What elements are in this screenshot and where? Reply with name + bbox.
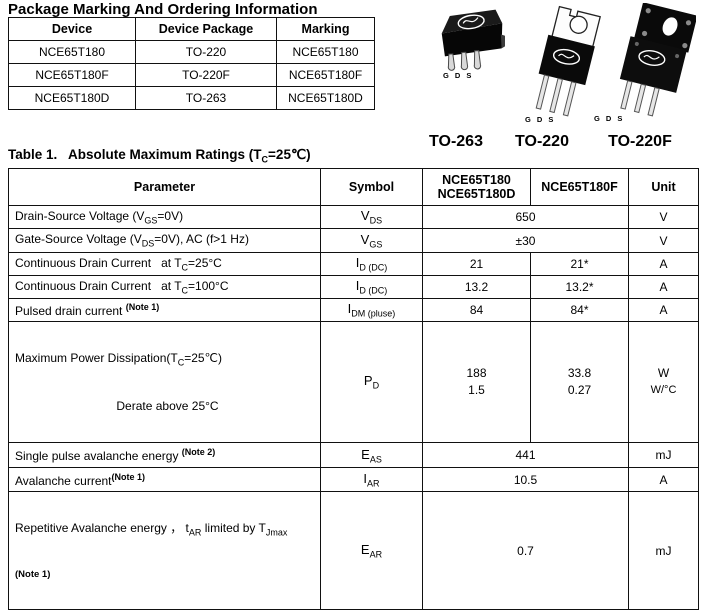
row-eas: Single pulse avalanche energy (Note 2) E… xyxy=(8,442,699,469)
param-cell: Avalanche current(Note 1) xyxy=(8,467,321,493)
header-device-b: NCE65T180F xyxy=(530,168,629,206)
unit-cell: A xyxy=(628,275,699,299)
ordering-header-marking: Marking xyxy=(276,17,375,41)
ordering-header-row: Device Device Package Marking xyxy=(8,17,375,41)
row-id-25c: Continuous Drain Current at TC=25°C ID (… xyxy=(8,252,699,276)
device-cell: NCE65T180D xyxy=(8,86,136,110)
symbol-cell: EAS xyxy=(320,442,423,469)
row-vds: Drain-Source Voltage (VGS=0V) VDS 650 V xyxy=(8,205,699,229)
row-iar: Avalanche current(Note 1) IAR 10.5 A xyxy=(8,467,699,493)
param-cell: Single pulse avalanche energy (Note 2) xyxy=(8,442,321,469)
unit-cell: W W/°C xyxy=(628,320,699,444)
to220-pins-label: G D S xyxy=(525,115,556,124)
page-title: Package Marking And Ordering Information xyxy=(8,1,318,18)
package-caption-to263: TO-263 xyxy=(429,133,483,150)
table-row: NCE65T180F TO-220F NCE65T180F xyxy=(8,63,375,87)
value-cell: ±30 xyxy=(422,228,629,253)
package-cell: TO-220F xyxy=(135,63,277,87)
unit-cell: A xyxy=(628,298,699,322)
ratings-table-title: Table 1. Absolute Maximum Ratings (TC=25… xyxy=(8,147,311,165)
value-cell: 650 xyxy=(422,205,629,229)
header-symbol: Symbol xyxy=(320,168,423,206)
symbol-cell: VDS xyxy=(320,205,423,229)
package-cell: TO-220 xyxy=(135,40,277,64)
symbol-cell: VGS xyxy=(320,228,423,253)
symbol-cell: IAR xyxy=(320,467,423,493)
row-pd: Maximum Power Dissipation(TC=25℃) Derate… xyxy=(8,320,699,444)
symbol-cell: ID (DC) xyxy=(320,252,423,276)
param-cell: Continuous Drain Current at TC=100°C xyxy=(8,275,321,299)
value-cell: 21* xyxy=(530,252,629,276)
unit-cell: mJ xyxy=(628,442,699,469)
symbol-cell: IDM (pluse) xyxy=(320,298,423,322)
to220f-package-icon xyxy=(594,2,698,123)
unit-cell: V xyxy=(628,205,699,229)
value-cell: 33.8 0.27 xyxy=(530,320,629,444)
to220f-pins-label: G D S xyxy=(594,114,625,123)
header-device-a: NCE65T180 NCE65T180D xyxy=(422,168,531,206)
row-id-100c: Continuous Drain Current at TC=100°C ID … xyxy=(8,275,699,299)
symbol-cell: PD xyxy=(320,320,423,444)
symbol-cell: ID (DC) xyxy=(320,275,423,299)
package-caption-to220: TO-220 xyxy=(515,133,569,150)
marking-cell: NCE65T180 xyxy=(276,40,375,64)
value-cell: 10.5 xyxy=(422,467,629,493)
device-cell: NCE65T180 xyxy=(8,40,136,64)
value-cell: 84 xyxy=(422,298,531,322)
value-cell: 13.2* xyxy=(530,275,629,299)
param-cell: Drain-Source Voltage (VGS=0V) xyxy=(8,205,321,229)
param-cell: Maximum Power Dissipation(TC=25℃) Derate… xyxy=(8,320,321,444)
package-cell: TO-263 xyxy=(135,86,277,110)
value-cell: 0.7 xyxy=(422,491,629,610)
header-unit: Unit xyxy=(628,168,699,206)
table-row: NCE65T180 TO-220 NCE65T180 xyxy=(8,40,375,64)
unit-cell: V xyxy=(628,228,699,253)
ordering-table: Device Device Package Marking NCE65T180 … xyxy=(8,17,375,110)
marking-cell: NCE65T180D xyxy=(276,86,375,110)
ratings-table: Parameter Symbol NCE65T180 NCE65T180D NC… xyxy=(8,168,699,610)
value-cell: 84* xyxy=(530,298,629,322)
unit-cell: A xyxy=(628,252,699,276)
unit-cell: A xyxy=(628,467,699,493)
to263-pins-label: G D S xyxy=(443,71,474,80)
header-parameter: Parameter xyxy=(8,168,321,206)
unit-cell: mJ xyxy=(628,491,699,610)
ordering-header-device: Device xyxy=(8,17,136,41)
marking-cell: NCE65T180F xyxy=(276,63,375,87)
value-cell: 21 xyxy=(422,252,531,276)
param-cell: Repetitive Avalanche energy ， tAR limite… xyxy=(8,491,321,610)
package-caption-to220f: TO-220F xyxy=(608,133,672,150)
row-vgs: Gate-Source Voltage (VDS=0V), AC (f>1 Hz… xyxy=(8,228,699,253)
to263-package-icon xyxy=(420,8,506,83)
ordering-header-package: Device Package xyxy=(135,17,277,41)
ratings-header-row: Parameter Symbol NCE65T180 NCE65T180D NC… xyxy=(8,168,699,206)
symbol-cell: EAR xyxy=(320,491,423,610)
row-idm: Pulsed drain current (Note 1) IDM (pluse… xyxy=(8,298,699,322)
table-row: NCE65T180D TO-263 NCE65T180D xyxy=(8,86,375,110)
param-cell: Pulsed drain current (Note 1) xyxy=(8,298,321,322)
value-cell: 188 1.5 xyxy=(422,320,531,444)
value-cell: 13.2 xyxy=(422,275,531,299)
value-cell: 441 xyxy=(422,442,629,469)
param-cell: Continuous Drain Current at TC=25°C xyxy=(8,252,321,276)
param-cell: Gate-Source Voltage (VDS=0V), AC (f>1 Hz… xyxy=(8,228,321,253)
row-ear: Repetitive Avalanche energy ， tAR limite… xyxy=(8,491,699,610)
device-cell: NCE65T180F xyxy=(8,63,136,87)
to220-package-icon xyxy=(503,4,603,124)
